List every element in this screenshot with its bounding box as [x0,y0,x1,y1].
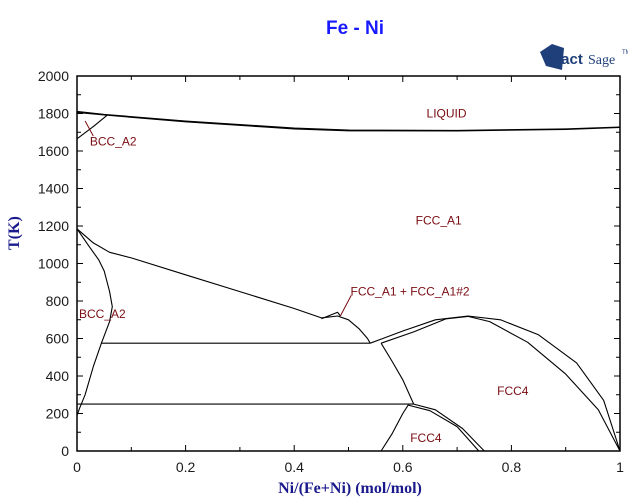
x-tick-label: 0.8 [502,459,522,475]
svg-text:TM: TM [622,50,628,56]
plot-frame [76,75,621,452]
y-tick-label: 1200 [38,218,69,234]
phase-label: FCC_A1 [416,213,462,227]
phase-boundary-fcc4_lower_dome_inner [413,403,485,452]
phase-label: BCC_A2 [79,307,126,321]
y-tick-label: 400 [46,368,70,384]
y-tick-label: 0 [61,443,69,459]
phase-boundary-solidus [76,111,621,132]
phase-boundary-fcc4_dome_outer [370,315,621,452]
phase-label: FCC_A1 + FCC_A1#2 [351,285,470,299]
y-tick-label: 1000 [38,256,69,272]
x-tick-label: 0.2 [176,459,196,475]
phase-boundary-liquidus [76,110,621,131]
phase-boundary-fcc4_dome_inner [380,315,621,452]
phase-label: FCC4 [410,431,442,445]
chart-title: Fe - Ni [325,18,385,39]
y-tick-label: 1600 [38,143,69,159]
phase-boundary-fcc_a1_2_spike [321,311,341,320]
phase-boundary-fcc_bcc_upper [76,228,322,319]
x-tick-label: 0.6 [393,459,413,475]
phase-boundary-miscibility_upper [321,315,371,344]
factsage-logo: Fact Sage TM [540,44,628,70]
svg-text:Sage: Sage [588,53,615,68]
x-tick-label: 0.4 [284,459,304,475]
y-tick-label: 1800 [38,106,69,122]
x-axis-label: Ni/(Fe+Ni) (mol/mol) [278,480,422,497]
phase-boundary-fcc4_left_boundary [380,342,415,405]
y-tick-label: 800 [46,293,70,309]
y-tick-label: 1400 [38,181,69,197]
svg-text:Fact: Fact [552,51,583,68]
phase-boundary-fcc4_lower_dome [380,404,480,452]
phase-label: FCC4 [497,384,529,398]
phase-boundary-bcc_delta_boundary [76,114,108,140]
phase-label: LIQUID [427,107,467,121]
y-tick-label: 600 [46,331,70,347]
y-tick-label: 2000 [38,68,69,84]
phase-boundary-bcc_solvus [76,228,113,416]
x-tick-label: 1 [616,459,624,475]
x-tick-label: 0 [73,459,81,475]
y-tick-label: 200 [46,406,70,422]
phase-label: BCC_A2 [90,135,137,149]
